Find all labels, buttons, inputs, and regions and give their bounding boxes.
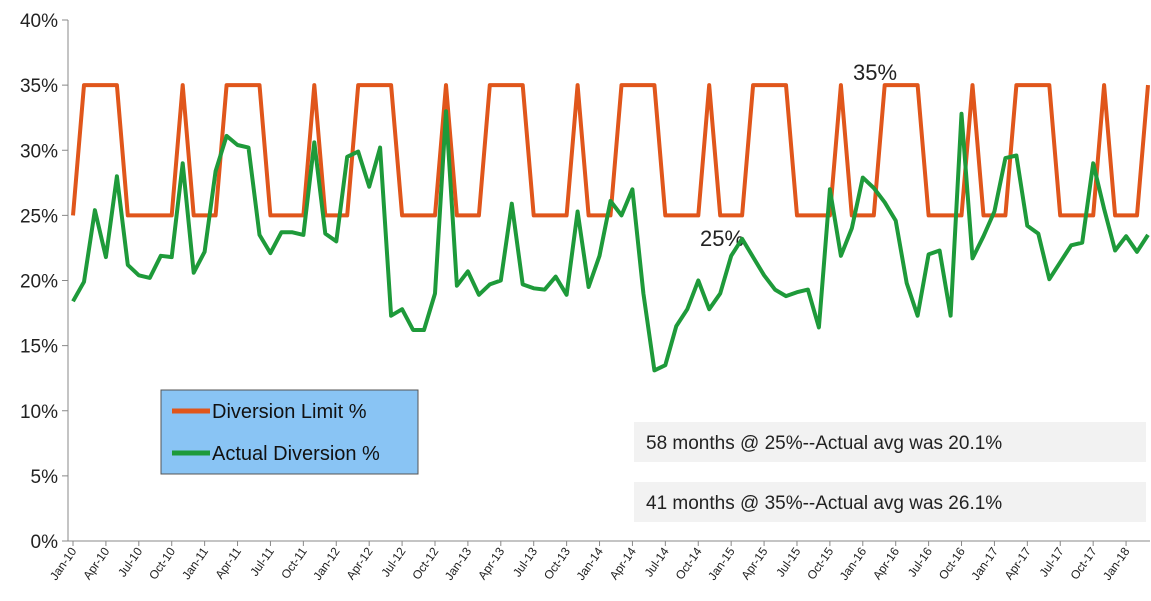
x-tick-label: Apr-16 bbox=[870, 544, 902, 582]
y-tick-label: 0% bbox=[31, 532, 59, 553]
x-tick-label: Oct-13 bbox=[541, 544, 573, 582]
y-tick-label: 30% bbox=[20, 141, 58, 162]
x-tick-label: Jul-12 bbox=[378, 544, 408, 579]
x-tick-label: Apr-14 bbox=[607, 544, 639, 582]
y-tick-label: 15% bbox=[20, 337, 58, 358]
x-tick-label: Oct-16 bbox=[936, 544, 968, 582]
x-tick-label: Jul-11 bbox=[247, 544, 277, 578]
y-tick-label: 25% bbox=[20, 206, 58, 227]
x-tick-label: Jul-17 bbox=[1036, 544, 1066, 579]
x-tick-label: Apr-15 bbox=[738, 544, 770, 582]
x-tick-label: Jan-12 bbox=[310, 544, 343, 582]
x-tick-label: Apr-17 bbox=[1002, 544, 1034, 582]
x-tick-label: Apr-11 bbox=[212, 544, 244, 581]
x-tick-label: Oct-12 bbox=[409, 544, 441, 582]
y-tick-label: 40% bbox=[20, 11, 58, 32]
x-tick-label: Jul-10 bbox=[115, 544, 145, 579]
series-line bbox=[71, 83, 1150, 218]
x-tick-label: Jul-13 bbox=[510, 544, 540, 579]
y-tick-label: 20% bbox=[20, 272, 58, 293]
x-tick-label: Jan-13 bbox=[442, 544, 475, 582]
y-tick-label: 35% bbox=[20, 76, 58, 97]
note-box bbox=[634, 422, 1146, 462]
x-tick-label: Jan-11 bbox=[179, 544, 211, 582]
x-tick-label: Jan-16 bbox=[837, 544, 870, 582]
x-tick-label: Apr-13 bbox=[475, 544, 507, 582]
x-tick-label: Apr-12 bbox=[343, 544, 375, 582]
x-tick-label: Jul-15 bbox=[773, 544, 803, 579]
x-tick-label: Oct-15 bbox=[804, 544, 836, 582]
x-tick-label: Oct-14 bbox=[673, 544, 705, 582]
legend-label: Diversion Limit % bbox=[212, 401, 367, 423]
note: 58 months @ 25%--Actual avg was 20.1% bbox=[646, 433, 1002, 454]
x-tick-label: Jul-16 bbox=[905, 544, 935, 579]
y-tick-label: 10% bbox=[20, 402, 58, 423]
x-tick-label: Jul-14 bbox=[642, 544, 672, 579]
x-tick-label: Apr-10 bbox=[80, 544, 112, 582]
note-box bbox=[634, 482, 1146, 522]
legend-label: Actual Diversion % bbox=[212, 443, 380, 465]
legend bbox=[160, 389, 419, 475]
x-tick-label: Jan-14 bbox=[573, 544, 606, 582]
x-tick-label: Jan-18 bbox=[1100, 544, 1133, 582]
x-tick-label: Jan-15 bbox=[705, 544, 738, 582]
annotation: 35% bbox=[853, 60, 897, 85]
y-tick-label: 5% bbox=[31, 467, 59, 488]
x-tick-label: Jan-17 bbox=[968, 544, 1001, 582]
x-tick-label: Oct-10 bbox=[146, 544, 178, 582]
x-tick-label: Oct-11 bbox=[278, 544, 310, 581]
note: 41 months @ 35%--Actual avg was 26.1% bbox=[646, 493, 1002, 514]
x-tick-label: Oct-17 bbox=[1067, 544, 1099, 582]
series-line bbox=[71, 109, 1150, 373]
